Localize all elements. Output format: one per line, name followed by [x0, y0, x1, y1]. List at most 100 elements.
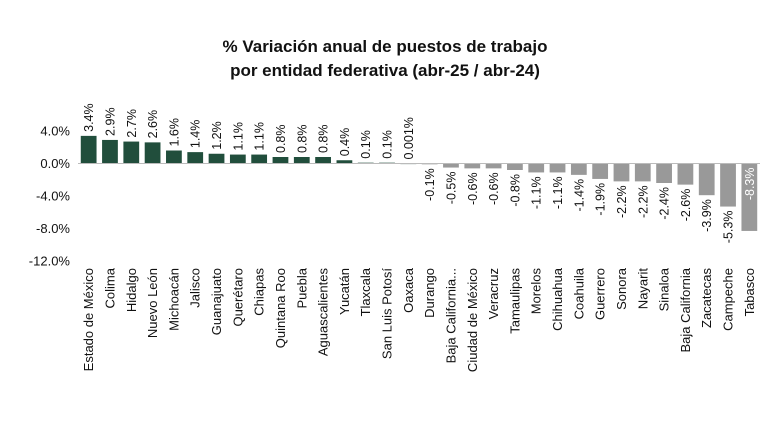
data-label: -0.8%	[508, 174, 522, 207]
data-label: -1.9%	[594, 183, 608, 216]
data-label: 2.9%	[103, 107, 117, 136]
data-label: -0.6%	[487, 172, 501, 205]
category-label: Colima	[102, 267, 117, 308]
category-label: Campeche	[721, 268, 736, 331]
data-labels: 3.4% 2.9% 2.7% 2.6% 1.6% 1.4% 1.2% 1.1% 1.1% 0.8%…	[82, 103, 757, 243]
bar	[123, 141, 140, 164]
category-label: Tlaxcala	[358, 267, 373, 316]
bar	[634, 163, 651, 182]
category-label: Guerrero	[593, 268, 608, 320]
data-label: -0.6%	[466, 172, 480, 205]
data-label: 2.7%	[125, 109, 139, 138]
bar	[570, 163, 587, 175]
y-tick-label: -8.0%	[36, 221, 70, 236]
data-label: -0.1%	[423, 168, 437, 201]
data-label: -2.2%	[636, 185, 650, 218]
category-label: Michoacán	[166, 268, 181, 331]
category-label: Veracruz	[486, 268, 501, 319]
y-tick-label: -4.0%	[36, 189, 70, 204]
category-label: Sinaloa	[657, 267, 672, 311]
bar	[528, 163, 545, 173]
data-label: 0.001%	[402, 117, 416, 159]
data-label: -3.9%	[700, 199, 714, 232]
bar	[656, 163, 672, 183]
category-label: Estado de México	[81, 268, 96, 371]
category-label: Zacatecas	[699, 268, 714, 328]
bars	[78, 135, 760, 231]
bar	[187, 152, 204, 164]
bar	[229, 154, 246, 164]
bar	[251, 154, 268, 164]
data-label: -2.2%	[615, 185, 629, 218]
category-label: Nuevo León	[145, 268, 160, 338]
data-label: 1.2%	[210, 121, 224, 150]
bar	[485, 163, 502, 169]
data-label: -1.4%	[572, 179, 586, 212]
bar	[592, 163, 609, 179]
data-label: -2.6%	[679, 189, 693, 222]
bar	[336, 160, 353, 164]
category-label: Jalisco	[188, 268, 203, 308]
category-label: Ciudad de México	[465, 268, 480, 372]
category-label: Guanajuato	[209, 268, 224, 335]
bar	[166, 150, 182, 164]
bar	[698, 163, 715, 196]
bar	[677, 163, 694, 185]
data-label: -0.5%	[444, 172, 458, 205]
bar	[80, 135, 97, 164]
category-label: Morelos	[529, 268, 544, 315]
category-label: Sonora	[614, 267, 629, 310]
category-label: Coahuila	[571, 267, 586, 319]
y-tick-label: 4.0%	[40, 124, 70, 139]
data-label: 3.4%	[82, 103, 96, 132]
category-label: Durango	[422, 268, 437, 318]
bar	[443, 163, 459, 168]
data-label: -1.1%	[551, 176, 565, 209]
category-label: Aguascalientes	[316, 268, 331, 357]
data-label: 0.8%	[295, 125, 309, 154]
data-label: 0.8%	[317, 125, 331, 154]
bar	[613, 163, 630, 182]
bar	[720, 163, 736, 207]
data-label: 2.6%	[146, 110, 160, 139]
category-label: Chiapas	[252, 268, 267, 316]
category-label: Baja California...	[443, 268, 458, 363]
data-label: 1.4%	[189, 120, 203, 149]
data-label: 0.8%	[274, 125, 288, 154]
bar	[315, 157, 331, 164]
y-tick-label: 0.0%	[40, 156, 70, 171]
bar	[144, 142, 161, 164]
data-label: 1.1%	[253, 122, 267, 151]
y-tick-label: -12.0%	[29, 254, 71, 269]
data-label: 0.4%	[338, 128, 352, 157]
category-label: Tamaulipas	[507, 268, 522, 334]
data-label: -1.1%	[530, 176, 544, 209]
bar	[549, 163, 566, 173]
category-label: Oaxaca	[401, 267, 416, 313]
category-label: Hidalgo	[124, 268, 139, 312]
category-label: Tabasco	[742, 268, 757, 316]
bar	[293, 157, 310, 164]
bar	[102, 139, 118, 164]
data-label: -5.3%	[722, 211, 736, 244]
chart-title-line-2: por entidad federativa (abr-25 / abr-24)	[230, 61, 540, 80]
category-label: Querétaro	[230, 268, 245, 327]
x-axis: Estado de México Colima Hidalgo Nuevo León M…	[81, 267, 757, 372]
category-label: Yucatán	[337, 268, 352, 315]
bar	[208, 153, 225, 164]
category-label: San Luis Potosí	[380, 268, 395, 359]
category-label: Chihuahua	[550, 267, 565, 331]
data-label: 1.1%	[231, 122, 245, 151]
data-label: 0.1%	[359, 130, 373, 159]
data-label: 1.6%	[167, 118, 181, 147]
data-label: 0.1%	[381, 130, 395, 159]
bar	[741, 163, 758, 231]
category-label: Baja California	[678, 267, 693, 352]
category-label: Puebla	[294, 267, 309, 308]
category-label: Nayarit	[635, 268, 650, 310]
data-label: -8.3%	[743, 168, 757, 201]
chart-title-line-1: % Variación anual de puestos de trabajo	[223, 37, 548, 56]
bar	[464, 163, 481, 169]
category-label: Quintana Roo	[273, 268, 288, 348]
